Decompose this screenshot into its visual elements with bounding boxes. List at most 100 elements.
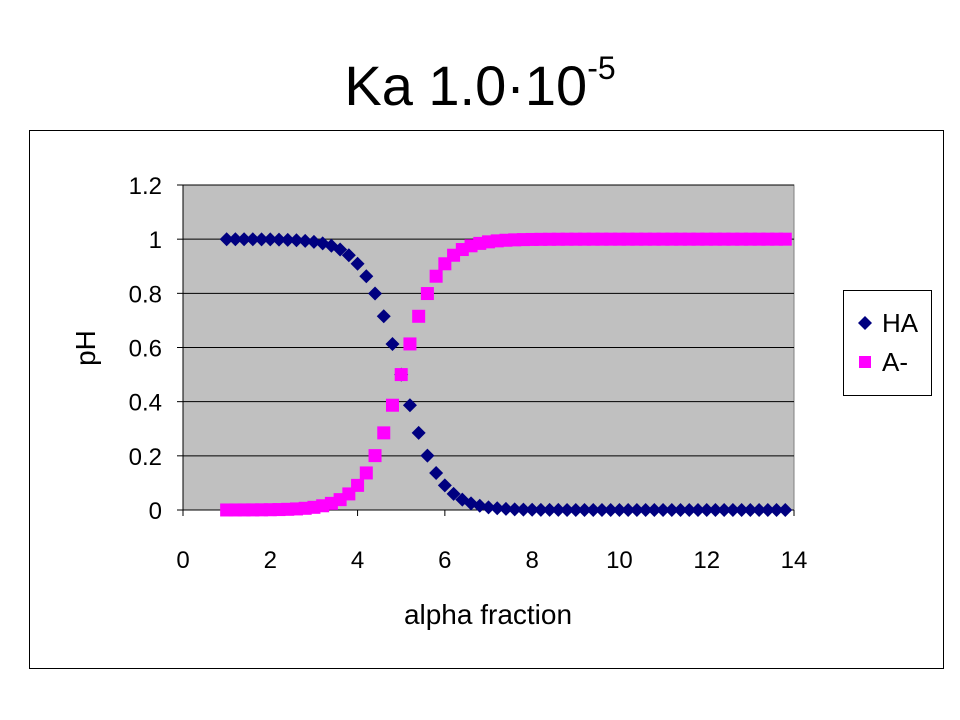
ha-point [219,232,234,247]
page-title: Ka 1.0·10-5 [0,52,960,114]
ha-point [708,502,723,517]
a-minus-point [429,269,443,283]
ha-point [263,232,278,247]
ha-point [577,502,592,517]
y-tick-label: 0.6 [129,336,162,363]
ha-point [638,502,653,517]
ha-point [359,269,374,284]
ha-point [516,502,531,517]
ha-point [472,498,487,513]
ha-point [673,502,688,517]
ha-point [778,503,793,517]
legend-label-a-minus: A- [882,346,908,377]
ha-point [385,336,400,351]
a-minus-point [394,368,408,382]
y-tick-label: 0.8 [129,281,162,308]
y-tick-label: 1.2 [129,173,162,200]
y-tick-label: 0.2 [129,444,162,471]
x-tick-label: 8 [525,547,538,574]
x-tick-label: 12 [693,547,720,574]
y-tick-label: 0 [149,498,162,525]
a-minus-point [412,309,426,323]
ha-point [306,234,321,249]
title-main: Ka 1.0·10 [344,54,588,117]
y-tick-labels: 0 0.2 0.4 0.6 0.8 1 1.2 [129,173,162,525]
ha-point [551,502,566,517]
a-minus-point [359,466,373,480]
ha-point [507,502,522,517]
ha-point [498,501,513,516]
ha-point [254,232,269,247]
ha-point [586,502,601,517]
series-ha [219,232,793,517]
ha-point [690,502,705,517]
x-tick-labels: 0 2 4 6 8 10 12 14 [176,547,807,574]
a-minus-point [385,398,399,412]
ha-point [612,502,627,517]
ha-point [368,286,383,301]
a-minus-point [778,232,792,246]
ha-point [481,500,496,515]
ha-point [725,503,740,517]
ha-point [769,503,784,517]
x-tick-label: 2 [264,547,277,574]
ha-point [429,465,444,480]
ha-point [420,448,435,463]
ha-point [289,233,304,248]
ha-point [760,503,775,517]
a-minus-point [403,337,417,351]
ha-point [682,502,697,517]
ha-point [664,502,679,517]
x-tick-label: 6 [438,547,451,574]
ha-point [743,503,758,517]
x-tick-label: 10 [606,547,633,574]
ha-point [280,232,295,247]
ha-point [437,478,452,493]
x-tick-label: 14 [781,547,808,574]
x-tick-label: 0 [176,547,189,574]
square-icon [859,356,871,368]
ha-point [734,503,749,517]
ha-point [542,502,557,517]
ha-point [629,502,644,517]
ha-point [402,398,417,413]
ha-point [533,502,548,517]
a-minus-point [351,478,365,492]
ha-point [245,232,260,247]
y-axis-title: pH [70,330,101,366]
ha-point [411,425,426,440]
ha-point [341,248,356,263]
legend-item-ha: HA [858,307,919,338]
ha-point [594,502,609,517]
ha-point [525,502,540,517]
a-minus-point [420,287,434,301]
ha-point [228,232,243,247]
series-a-minus [220,232,792,517]
title-superscript: -5 [587,50,616,86]
ha-point [560,502,575,517]
y-tick-label: 1 [149,227,162,254]
x-tick-label: 4 [351,547,364,574]
legend: HA A- [843,290,932,396]
a-minus-point [368,449,382,463]
ha-point [350,256,365,271]
ha-point [298,233,313,248]
ha-point [752,503,767,517]
ha-point [647,502,662,517]
ha-point [699,502,714,517]
y-tick-label: 0.4 [129,390,162,417]
ha-point [603,502,618,517]
ha-point [568,502,583,517]
legend-label-ha: HA [882,307,919,338]
ha-point [333,242,348,257]
ha-point [621,502,636,517]
ha-point [490,501,505,516]
ha-point [272,232,287,247]
legend-item-a-minus: A- [858,346,908,377]
ha-point [376,309,391,324]
a-minus-point [377,426,391,440]
ha-point [717,503,732,517]
ha-point [237,232,252,247]
ha-point [446,486,461,501]
